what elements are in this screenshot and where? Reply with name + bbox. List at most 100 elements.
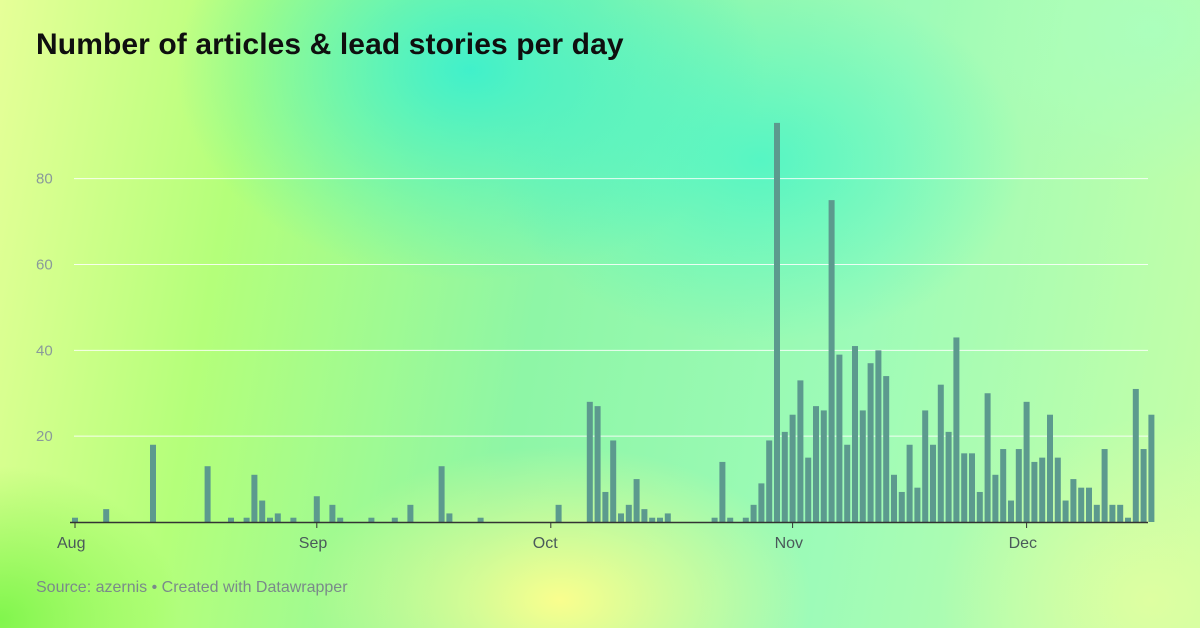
bar — [711, 517, 718, 522]
bar — [953, 337, 960, 522]
bar — [1039, 457, 1046, 523]
bar — [641, 509, 648, 523]
bar — [1008, 500, 1014, 522]
bar — [407, 504, 414, 522]
bar — [844, 444, 851, 522]
x-tick-label: Dec — [1009, 535, 1037, 552]
bar — [1109, 504, 1116, 522]
bar — [1000, 449, 1007, 522]
x-tick-label: Aug — [57, 535, 85, 552]
bar — [610, 440, 617, 522]
bar — [649, 517, 656, 522]
x-tick-label: Nov — [775, 535, 803, 552]
bar — [758, 483, 765, 523]
y-tick-label: 40 — [36, 342, 53, 359]
bar — [719, 461, 726, 522]
bar — [228, 517, 234, 522]
bar — [945, 431, 952, 523]
bar — [930, 444, 936, 522]
bar — [1070, 479, 1077, 522]
y-tick-label: 20 — [36, 428, 53, 445]
bar — [937, 384, 944, 522]
bar — [766, 440, 773, 522]
bar — [274, 513, 281, 522]
bar — [329, 504, 336, 522]
bar — [992, 474, 999, 522]
bar — [1031, 461, 1038, 522]
bar — [914, 487, 921, 522]
bar — [781, 431, 788, 523]
bar — [1093, 504, 1100, 522]
x-tick-label: Sep — [299, 535, 328, 552]
bar — [594, 406, 601, 523]
bar — [633, 479, 640, 522]
bar — [961, 453, 968, 522]
bar — [891, 474, 897, 522]
y-tick-label: 60 — [36, 257, 53, 274]
bar — [828, 200, 835, 523]
bar — [391, 517, 398, 522]
bar — [813, 406, 819, 523]
bar — [1148, 414, 1155, 522]
bar — [1054, 457, 1061, 523]
bar — [438, 466, 445, 522]
source-note: Source: azernis • Created with Datawrapp… — [36, 579, 348, 596]
bar — [820, 410, 827, 522]
bar — [883, 376, 890, 522]
bar — [797, 380, 804, 523]
bar — [906, 444, 913, 522]
bar — [664, 513, 671, 522]
bar — [313, 496, 320, 522]
bar — [204, 466, 211, 522]
bar — [259, 500, 266, 522]
bar — [805, 457, 812, 523]
bar — [1023, 401, 1030, 522]
bar — [836, 354, 843, 523]
bar — [1062, 500, 1069, 522]
bar — [1125, 517, 1131, 522]
bar — [1132, 388, 1139, 522]
bar — [555, 504, 562, 522]
bar — [867, 363, 874, 522]
bar — [72, 517, 78, 522]
bar — [602, 491, 609, 522]
bar — [727, 517, 734, 522]
bar — [337, 517, 344, 522]
bar — [618, 513, 624, 522]
bar — [1140, 449, 1147, 522]
bar — [477, 517, 484, 522]
bar — [859, 410, 866, 522]
bar — [290, 517, 297, 522]
bar — [625, 504, 632, 522]
bar — [150, 444, 156, 522]
bar — [1015, 449, 1022, 522]
bar — [969, 453, 975, 522]
y-tick-label: 80 — [36, 171, 53, 188]
bar — [742, 517, 749, 522]
bar — [922, 410, 929, 522]
bar — [368, 517, 375, 522]
bar — [243, 517, 250, 522]
bar — [750, 504, 757, 522]
bar — [586, 401, 593, 522]
bar — [103, 509, 110, 523]
bar — [898, 491, 905, 522]
bar — [984, 393, 991, 522]
bar — [251, 474, 258, 522]
bar — [875, 350, 882, 522]
bar — [852, 346, 858, 522]
bar — [267, 517, 273, 522]
bar — [1086, 487, 1092, 522]
bar — [976, 491, 983, 522]
chart-title: Number of articles & lead stories per da… — [36, 28, 624, 61]
bar — [1078, 487, 1085, 522]
bar — [774, 122, 780, 523]
bar — [446, 513, 453, 522]
bar — [1047, 414, 1053, 522]
bar — [1117, 504, 1124, 522]
x-tick-label: Oct — [533, 535, 558, 552]
bar — [789, 414, 796, 522]
bar — [1101, 449, 1108, 522]
bar — [657, 517, 663, 522]
